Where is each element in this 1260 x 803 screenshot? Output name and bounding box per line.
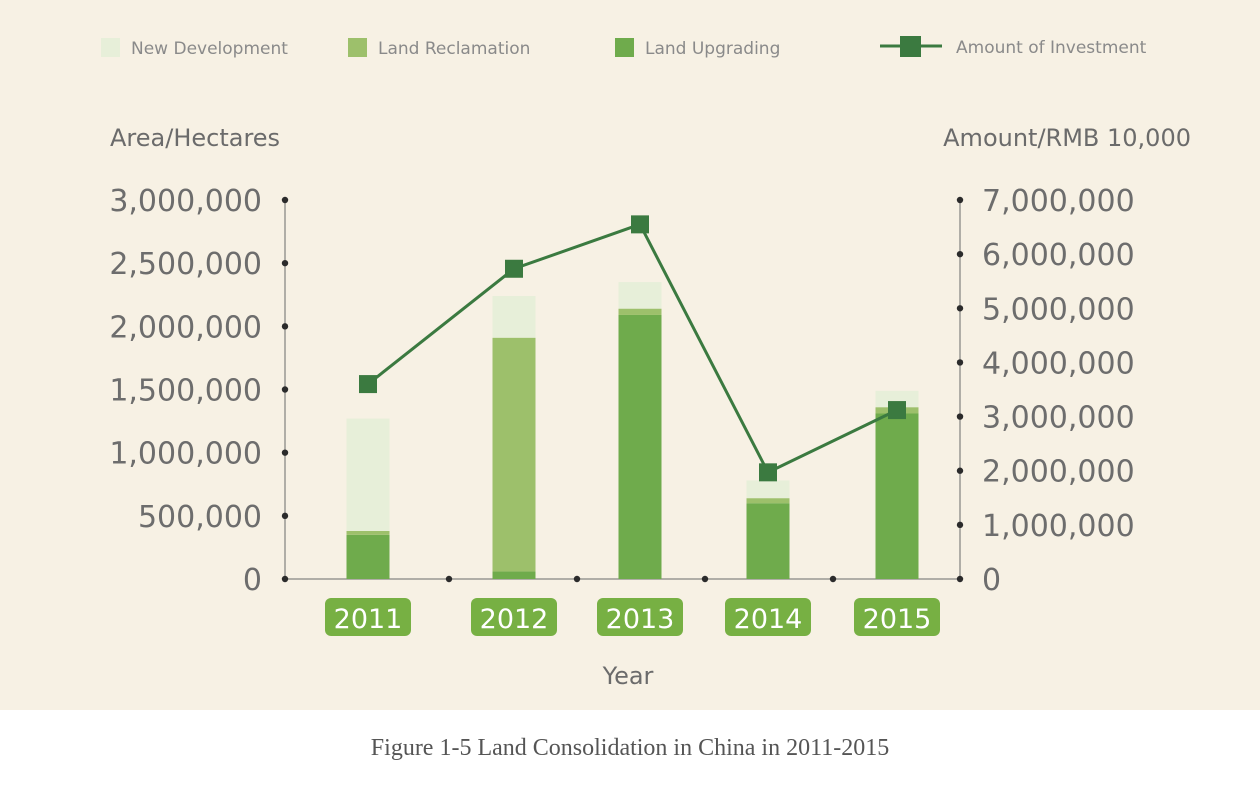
left-tick-label: 2,500,000 bbox=[109, 247, 262, 282]
left-tick-label: 2,000,000 bbox=[109, 310, 262, 345]
legend-label: Amount of Investment bbox=[956, 38, 1147, 58]
left-tick-dot bbox=[281, 259, 289, 267]
right-tick-label: 6,000,000 bbox=[982, 238, 1135, 273]
year-pill bbox=[325, 598, 411, 636]
left-tick-dot bbox=[281, 323, 289, 330]
year-pill bbox=[597, 598, 683, 636]
right-tick-label: 0 bbox=[982, 563, 1001, 598]
x-axis-dot bbox=[573, 575, 581, 583]
left-tick-label: 0 bbox=[243, 563, 262, 598]
left-tick-dot bbox=[281, 386, 289, 393]
x-axis-dot bbox=[445, 575, 453, 583]
right-tick-dot bbox=[956, 196, 964, 204]
legend-label: Land Reclamation bbox=[378, 39, 530, 59]
chart-panel: 0 500,000 1,000,000 1,500,000 2,000,000 2,500… bbox=[0, 0, 1260, 710]
land-consolidation-chart: 0 500,000 1,000,000 1,500,000 2,000,000 2,500… bbox=[101, 36, 1191, 690]
bar-new-development-2014 bbox=[746, 480, 790, 499]
left-tick-label: 500,000 bbox=[138, 500, 262, 535]
y-axis-title-left: Area/Hectares bbox=[110, 124, 280, 152]
bar-new-development-2015 bbox=[875, 390, 919, 408]
right-tick-label: 7,000,000 bbox=[982, 184, 1135, 219]
left-tick-label: 1,000,000 bbox=[109, 437, 262, 472]
right-tick-dot bbox=[956, 250, 964, 258]
right-tick-dot bbox=[956, 467, 964, 474]
legend-swatch-investment-marker bbox=[900, 36, 921, 57]
legend-swatch-land-upgrading bbox=[615, 38, 634, 57]
right-tick-label: 2,000,000 bbox=[982, 455, 1135, 490]
bar-land-upgrading-2012 bbox=[492, 571, 536, 579]
x-tick-label: 2012 bbox=[480, 604, 549, 635]
x-axis-dot bbox=[829, 575, 837, 583]
investment-marker-2013 bbox=[631, 215, 649, 234]
left-tick-dot bbox=[281, 449, 289, 456]
bar-land-reclamation-2014 bbox=[746, 498, 790, 504]
right-tick-label: 4,000,000 bbox=[982, 346, 1135, 381]
right-tick-label: 5,000,000 bbox=[982, 292, 1135, 327]
left-tick-label: 1,500,000 bbox=[109, 374, 262, 409]
bar-land-upgrading-2011 bbox=[346, 534, 390, 579]
x-tick-label: 2013 bbox=[606, 604, 675, 635]
right-tick-dot bbox=[956, 413, 964, 420]
right-tick-dot bbox=[956, 575, 964, 583]
legend-label: New Development bbox=[131, 39, 288, 59]
year-pill bbox=[854, 598, 940, 636]
right-tick-label: 3,000,000 bbox=[982, 401, 1135, 436]
year-pill bbox=[725, 598, 811, 636]
bar-land-upgrading-2013 bbox=[618, 314, 662, 579]
x-axis-dot bbox=[701, 575, 709, 583]
left-tick-dot bbox=[281, 196, 289, 204]
legend-swatch-new-development bbox=[101, 38, 120, 57]
legend-label: Land Upgrading bbox=[645, 39, 780, 59]
figure-caption: Figure 1-5 Land Consolidation in China i… bbox=[370, 735, 890, 761]
legend-swatch-land-reclamation bbox=[348, 38, 367, 57]
y-axis-title-right: Amount/RMB 10,000 bbox=[943, 124, 1191, 152]
right-tick-dot bbox=[956, 521, 964, 529]
bar-land-reclamation-2012 bbox=[492, 337, 536, 572]
x-tick-label: 2015 bbox=[863, 604, 932, 635]
bar-land-reclamation-2011 bbox=[346, 530, 390, 535]
bar-land-reclamation-2013 bbox=[618, 308, 662, 315]
right-tick-dot bbox=[956, 359, 964, 366]
x-tick-label: 2011 bbox=[334, 604, 403, 635]
investment-marker-2014 bbox=[759, 463, 777, 482]
bar-new-development-2012 bbox=[492, 296, 536, 338]
investment-marker-2015 bbox=[888, 401, 906, 420]
bar-new-development-2013 bbox=[618, 282, 662, 309]
bar-land-upgrading-2014 bbox=[746, 503, 790, 579]
investment-marker-2011 bbox=[359, 375, 377, 394]
x-axis-title: Year bbox=[602, 662, 654, 690]
left-tick-dot bbox=[281, 575, 289, 583]
investment-marker-2012 bbox=[505, 259, 523, 278]
left-tick-dot bbox=[281, 512, 289, 520]
bar-land-upgrading-2015 bbox=[875, 413, 919, 579]
right-tick-label: 1,000,000 bbox=[982, 509, 1135, 544]
x-tick-label: 2014 bbox=[734, 604, 803, 635]
year-pill bbox=[471, 598, 557, 636]
bar-new-development-2011 bbox=[346, 418, 390, 531]
right-tick-dot bbox=[956, 305, 964, 312]
left-tick-label: 3,000,000 bbox=[109, 184, 262, 219]
